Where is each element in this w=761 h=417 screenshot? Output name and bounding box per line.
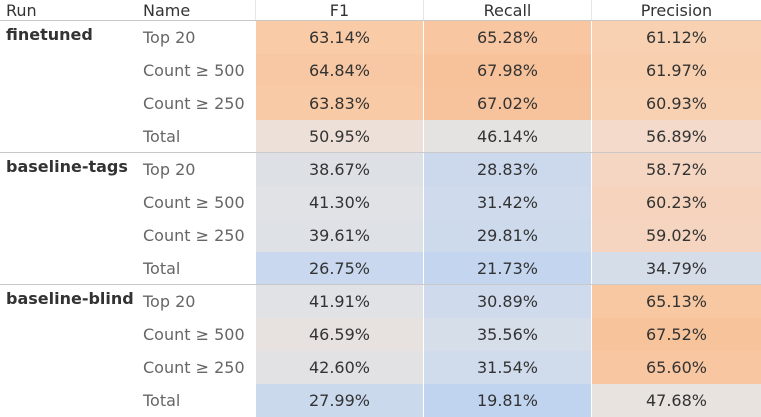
run-group: baseline-blind Top 20 41.91% 30.89% 65.13% Co… <box>0 285 761 417</box>
recall-cell[interactable]: 65.28% <box>424 21 591 54</box>
f1-cell[interactable]: 50.95% <box>256 120 423 153</box>
recall-cell[interactable]: 28.83% <box>424 153 591 186</box>
row-name[interactable]: Top 20 <box>143 28 196 47</box>
recall-cell[interactable]: 31.42% <box>424 186 591 219</box>
precision-column-header[interactable]: Precision <box>640 1 713 20</box>
precision-cell[interactable]: 67.52% <box>592 318 761 351</box>
table-row[interactable]: Total 50.95% 46.14% 56.89% <box>0 120 761 153</box>
row-name[interactable]: Count ≥ 250 <box>143 358 245 377</box>
table-row[interactable]: Count ≥ 250 42.60% 31.54% 65.60% <box>0 351 761 384</box>
run-group: finetuned Top 20 63.14% 65.28% 61.12% Count ≥… <box>0 21 761 153</box>
recall-cell[interactable]: 67.02% <box>424 87 591 120</box>
table-row[interactable]: Top 20 63.14% 65.28% 61.12% <box>0 21 761 54</box>
f1-cell[interactable]: 64.84% <box>256 54 423 87</box>
header-row: Run Name F1 Recall Precision <box>0 0 761 21</box>
table-row[interactable]: Count ≥ 500 41.30% 31.42% 60.23% <box>0 186 761 219</box>
recall-cell[interactable]: 67.98% <box>424 54 591 87</box>
recall-cell[interactable]: 31.54% <box>424 351 591 384</box>
f1-cell[interactable]: 27.99% <box>256 384 423 417</box>
table-row[interactable]: Count ≥ 500 64.84% 67.98% 61.97% <box>0 54 761 87</box>
table-row[interactable]: Total 26.75% 21.73% 34.79% <box>0 252 761 285</box>
column-divider <box>591 0 592 21</box>
f1-cell[interactable]: 38.67% <box>256 153 423 186</box>
recall-column-header[interactable]: Recall <box>483 1 532 20</box>
row-name[interactable]: Total <box>143 391 181 410</box>
precision-cell[interactable]: 47.68% <box>592 384 761 417</box>
precision-cell[interactable]: 61.97% <box>592 54 761 87</box>
row-name[interactable]: Count ≥ 250 <box>143 94 245 113</box>
table-row[interactable]: Top 20 41.91% 30.89% 65.13% <box>0 285 761 318</box>
precision-cell[interactable]: 56.89% <box>592 120 761 153</box>
recall-cell[interactable]: 21.73% <box>424 252 591 285</box>
f1-cell[interactable]: 42.60% <box>256 351 423 384</box>
column-divider <box>255 0 256 21</box>
recall-cell[interactable]: 19.81% <box>424 384 591 417</box>
run-group: baseline-tags Top 20 38.67% 28.83% 58.72% Cou… <box>0 153 761 285</box>
precision-cell[interactable]: 65.13% <box>592 285 761 318</box>
f1-cell[interactable]: 26.75% <box>256 252 423 285</box>
table-row[interactable]: Count ≥ 500 46.59% 35.56% 67.52% <box>0 318 761 351</box>
precision-cell[interactable]: 60.93% <box>592 87 761 120</box>
table-row[interactable]: Total 27.99% 19.81% 47.68% <box>0 384 761 417</box>
name-column-header[interactable]: Name <box>143 1 191 20</box>
row-name[interactable]: Top 20 <box>143 160 196 179</box>
table-row[interactable]: Count ≥ 250 39.61% 29.81% 59.02% <box>0 219 761 252</box>
f1-cell[interactable]: 41.91% <box>256 285 423 318</box>
recall-cell[interactable]: 29.81% <box>424 219 591 252</box>
row-name[interactable]: Count ≥ 250 <box>143 226 245 245</box>
row-name[interactable]: Count ≥ 500 <box>143 61 245 80</box>
row-name[interactable]: Top 20 <box>143 292 196 311</box>
row-name[interactable]: Total <box>143 259 181 278</box>
precision-cell[interactable]: 61.12% <box>592 21 761 54</box>
group-divider <box>0 20 761 21</box>
f1-cell[interactable]: 41.30% <box>256 186 423 219</box>
row-name[interactable]: Count ≥ 500 <box>143 193 245 212</box>
group-divider <box>0 152 761 153</box>
f1-cell[interactable]: 63.83% <box>256 87 423 120</box>
group-divider <box>0 284 761 285</box>
table-row[interactable]: Count ≥ 250 63.83% 67.02% 60.93% <box>0 87 761 120</box>
column-divider <box>423 0 424 21</box>
table-row[interactable]: Top 20 38.67% 28.83% 58.72% <box>0 153 761 186</box>
f1-column-header[interactable]: F1 <box>329 1 350 20</box>
run-column-header[interactable]: Run <box>6 1 37 20</box>
precision-cell[interactable]: 60.23% <box>592 186 761 219</box>
recall-cell[interactable]: 35.56% <box>424 318 591 351</box>
recall-cell[interactable]: 30.89% <box>424 285 591 318</box>
run-label[interactable]: baseline-blind <box>6 289 134 308</box>
precision-cell[interactable]: 65.60% <box>592 351 761 384</box>
run-label[interactable]: baseline-tags <box>6 157 128 176</box>
row-name[interactable]: Total <box>143 127 181 146</box>
precision-cell[interactable]: 59.02% <box>592 219 761 252</box>
precision-cell[interactable]: 34.79% <box>592 252 761 285</box>
f1-cell[interactable]: 39.61% <box>256 219 423 252</box>
row-name[interactable]: Count ≥ 500 <box>143 325 245 344</box>
f1-cell[interactable]: 63.14% <box>256 21 423 54</box>
recall-cell[interactable]: 46.14% <box>424 120 591 153</box>
f1-cell[interactable]: 46.59% <box>256 318 423 351</box>
precision-cell[interactable]: 58.72% <box>592 153 761 186</box>
run-label[interactable]: finetuned <box>6 25 93 44</box>
